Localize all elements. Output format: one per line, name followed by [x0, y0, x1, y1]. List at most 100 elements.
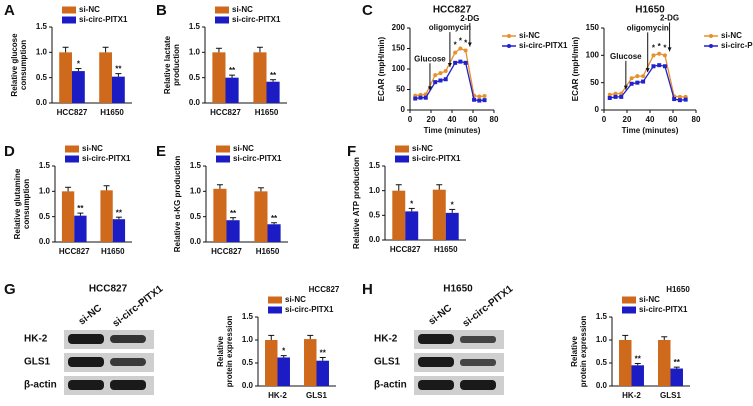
marker	[453, 60, 458, 65]
legend-label: si-NC	[233, 144, 254, 153]
x-tick-label: 60	[669, 115, 678, 124]
marker	[458, 46, 463, 51]
legend-marker	[709, 34, 713, 38]
band	[68, 357, 104, 367]
legend-swatch	[215, 6, 229, 14]
significance: *	[663, 43, 667, 52]
marker	[477, 94, 482, 99]
panel-label: E	[156, 143, 166, 160]
chart-title: H1650	[666, 285, 690, 294]
bar	[658, 340, 671, 386]
legend-label: si-circ-PITX1	[82, 154, 131, 163]
y-tick-label: 0.0	[242, 381, 254, 390]
x-tick-label: HCC827	[211, 247, 242, 256]
significance: *	[77, 60, 81, 69]
legend-label: si-NC	[721, 31, 742, 40]
legend-swatch	[216, 145, 230, 153]
bar	[316, 360, 329, 386]
significance: *	[451, 201, 455, 210]
x-tick-label: 0	[408, 115, 413, 124]
legend-label: si-NC	[232, 5, 253, 14]
y-tick-label: 1.5	[369, 161, 381, 170]
y-tick-label: 1.5	[242, 312, 254, 321]
marker	[453, 50, 458, 55]
marker	[423, 95, 428, 100]
marker	[463, 60, 468, 65]
y-axis-label: protein expression	[225, 316, 234, 388]
x-tick-label: 60	[469, 115, 478, 124]
marker	[613, 94, 618, 99]
y-tick-label: 0.0	[596, 381, 608, 390]
legend-swatch	[216, 155, 230, 163]
y-axis-label: Relative	[216, 336, 225, 367]
annotation: 2-DG	[460, 14, 479, 23]
chart-title: H1650	[635, 5, 665, 16]
row-label: GLS1	[24, 357, 51, 368]
legend-swatch	[62, 16, 76, 24]
row-label: β-actin	[374, 380, 407, 391]
legend-swatch	[622, 296, 636, 304]
x-tick-label: 40	[448, 115, 457, 124]
marker	[443, 69, 448, 74]
band	[68, 334, 104, 344]
significance: *	[459, 37, 463, 46]
y-axis-label: Relative glutamine	[13, 168, 22, 239]
marker	[619, 94, 624, 99]
x-axis-label: Time (minutes)	[622, 126, 679, 135]
legend-swatch	[215, 16, 229, 24]
arrow-head	[623, 85, 628, 90]
x-tick-label: 40	[646, 115, 655, 124]
legend-label: si-NC	[82, 144, 103, 153]
y-tick-label: 0.5	[369, 210, 381, 219]
arrow-head	[667, 47, 672, 52]
significance: **	[77, 204, 84, 213]
band	[418, 357, 454, 367]
bar	[631, 365, 644, 386]
arrow-head	[447, 63, 452, 68]
significance: *	[658, 42, 662, 51]
y-tick-label: 0.0	[36, 98, 48, 107]
bar	[304, 339, 317, 386]
y-tick-label: 0.5	[242, 358, 254, 367]
y-tick-label: 0	[401, 105, 406, 114]
y-tick-label: 1.5	[189, 22, 201, 31]
bar	[405, 211, 419, 240]
x-tick-label: HCC827	[57, 108, 88, 117]
blot-title: H1650	[443, 284, 473, 295]
band	[110, 380, 146, 390]
bar	[100, 190, 113, 242]
y-tick-label: 0.0	[369, 235, 381, 244]
marker	[657, 63, 662, 68]
y-tick-label: 1.5	[36, 22, 48, 31]
bar	[277, 357, 290, 386]
marker	[677, 98, 682, 103]
bar	[267, 224, 281, 242]
marker	[651, 64, 656, 69]
marker	[438, 78, 443, 83]
y-tick-label: 150	[392, 44, 406, 53]
y-axis-label: ECAR (mpH/min)	[571, 36, 580, 101]
marker	[657, 51, 662, 56]
significance: *	[464, 39, 468, 48]
bar	[670, 368, 683, 386]
y-axis-label: production	[172, 44, 181, 86]
y-tick-label: 1.5	[190, 161, 202, 170]
significance: **	[230, 209, 237, 218]
bar	[112, 76, 125, 103]
band	[460, 359, 496, 366]
blot-title: HCC827	[89, 284, 128, 295]
y-tick-label: 1.5	[596, 312, 608, 321]
marker	[418, 95, 423, 100]
y-tick-label: 1.0	[369, 186, 381, 195]
panel-label: D	[4, 143, 15, 160]
panel-label: H	[362, 281, 373, 298]
significance: **	[115, 65, 122, 74]
legend-label: si-circ-PITX1	[639, 305, 688, 314]
marker	[463, 48, 468, 53]
lane-label: si-NC	[427, 303, 454, 328]
row-label: GLS1	[374, 357, 401, 368]
significance: *	[410, 200, 414, 209]
marker	[443, 77, 448, 82]
marker	[641, 74, 646, 79]
legend-swatch	[268, 296, 282, 304]
